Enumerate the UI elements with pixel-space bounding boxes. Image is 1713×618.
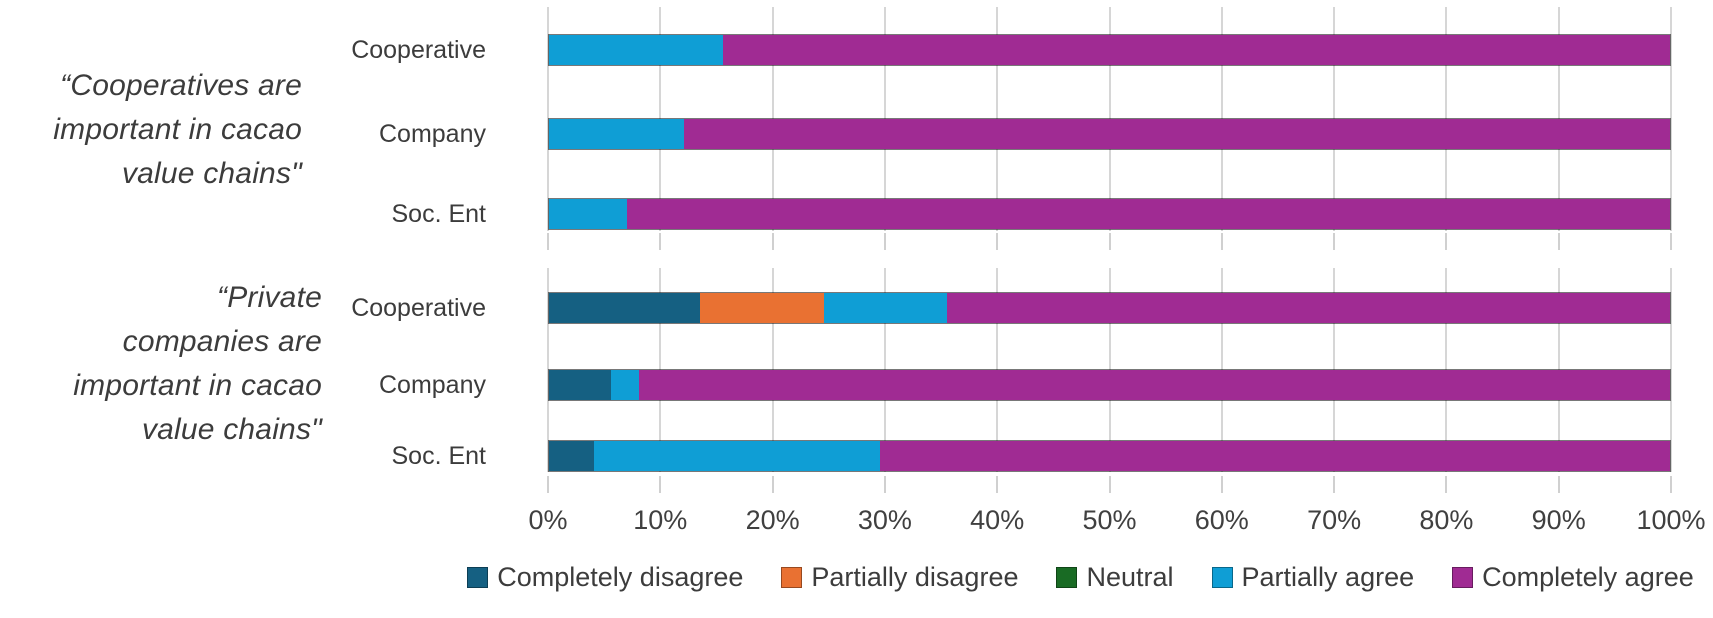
group-title-line: value chains" [121, 157, 302, 190]
legend-item-partially-disagree: Partially disagree [781, 562, 1018, 593]
gridline [1670, 268, 1672, 472]
gridline [1670, 7, 1672, 231]
axis-tick [659, 233, 662, 250]
bar-segment-completely-agree [627, 199, 1670, 229]
axis-tick [771, 476, 774, 493]
chart-panel-private-companies-statement [547, 268, 1672, 472]
bar-segment-partially-disagree [700, 293, 824, 323]
legend-item-completely-disagree: Completely disagree [467, 562, 743, 593]
axis-tick [1557, 476, 1560, 493]
axis-tick [1333, 233, 1336, 250]
legend-label: Completely disagree [497, 562, 744, 592]
axis-tick [883, 476, 886, 493]
legend-label: Completely agree [1482, 562, 1694, 592]
axis-tick [996, 233, 999, 250]
axis-tick [547, 476, 549, 493]
group-title-line: “Cooperatives are [60, 69, 302, 102]
legend-item-partially-agree: Partially agree [1211, 562, 1415, 593]
axis-tick [771, 233, 774, 250]
legend-label: Partially agree [1241, 562, 1415, 592]
legend-swatch-icon [467, 567, 489, 588]
x-axis-label: 60% [1194, 505, 1249, 535]
axis-tick [883, 233, 886, 250]
axis-tick [996, 476, 999, 493]
legend-item-completely-agree: Completely agree [1452, 562, 1694, 593]
group-title-cooperatives: “Cooperatives are important in cacao val… [0, 64, 302, 196]
bar-segment-partially-agree [549, 119, 684, 149]
bar-segment-partially-agree [593, 441, 880, 471]
bar-segment-partially-agree [610, 370, 639, 400]
x-axis-label: 50% [1082, 505, 1137, 535]
x-axis-label: 100% [1636, 505, 1706, 535]
bar-segment-completely-disagree [549, 441, 594, 471]
group-title-line: value chains" [141, 413, 322, 446]
axis-tick [1220, 476, 1223, 493]
category-label-company: Company [379, 371, 486, 399]
axis-tick [1108, 233, 1111, 250]
axis-ticks-top-panel [547, 233, 1672, 250]
group-title-private-companies: “Private companies are important in caca… [0, 276, 322, 452]
axis-tick [1670, 476, 1672, 493]
bar-row-soc-ent [548, 198, 1671, 230]
chart-panel-cooperatives-statement [547, 7, 1672, 231]
axis-tick [547, 233, 549, 250]
bar-segment-completely-agree [722, 35, 1670, 65]
legend-swatch-icon [781, 567, 803, 588]
category-label-soc-ent: Soc. Ent [391, 200, 487, 228]
legend-label: Neutral [1086, 562, 1174, 592]
x-axis-label: 70% [1307, 505, 1362, 535]
x-axis-label: 0% [528, 505, 568, 535]
bar-segment-partially-agree [549, 35, 723, 65]
x-axis-label: 90% [1531, 505, 1586, 535]
bar-segment-partially-agree [823, 293, 947, 323]
legend-swatch-icon [1211, 567, 1233, 588]
x-axis-label: 30% [857, 505, 912, 535]
x-axis-label: 20% [745, 505, 800, 535]
bar-segment-completely-agree [879, 441, 1670, 471]
bar-segment-completely-agree [683, 119, 1670, 149]
group-title-line: companies are [122, 325, 322, 358]
axis-tick [1557, 233, 1560, 250]
x-axis: 0% 10% 20% 30% 40% 50% 60% 70% 80% 90% 100% [528, 505, 1705, 539]
axis-tick [1670, 233, 1672, 250]
axis-tick [659, 476, 662, 493]
legend-label: Partially disagree [811, 562, 1019, 592]
axis-tick [1108, 476, 1111, 493]
bar-segment-partially-agree [549, 199, 628, 229]
axis-ticks-bottom-panel [547, 476, 1672, 493]
axis-tick [1220, 233, 1223, 250]
category-label-cooperative: Cooperative [351, 294, 486, 322]
axis-tick [1333, 476, 1336, 493]
category-label-cooperative: Cooperative [351, 36, 486, 64]
x-axis-label: 40% [970, 505, 1025, 535]
legend-swatch-icon [1452, 567, 1474, 588]
x-axis-label: 80% [1419, 505, 1474, 535]
legend-item-neutral: Neutral [1056, 562, 1174, 593]
bar-segment-completely-agree [946, 293, 1670, 323]
bar-row-company [548, 369, 1671, 401]
chart-legend: Completely disagree Partially disagree Neu… [448, 562, 1713, 593]
bar-segment-completely-agree [638, 370, 1670, 400]
category-label-company: Company [379, 120, 486, 148]
bar-segment-completely-disagree [549, 293, 701, 323]
x-axis-label: 10% [633, 505, 688, 535]
axis-tick [1445, 233, 1448, 250]
group-title-line: important in cacao [73, 369, 322, 402]
bar-row-cooperative [548, 34, 1671, 66]
legend-swatch-icon [1056, 567, 1078, 588]
group-title-line: “Private [217, 281, 322, 314]
category-label-soc-ent: Soc. Ent [391, 442, 487, 470]
bar-row-cooperative [548, 292, 1671, 324]
group-title-line: important in cacao [53, 113, 302, 146]
axis-tick [1445, 476, 1448, 493]
bar-row-soc-ent [548, 440, 1671, 472]
bar-row-company [548, 118, 1671, 150]
bar-segment-completely-disagree [549, 370, 611, 400]
